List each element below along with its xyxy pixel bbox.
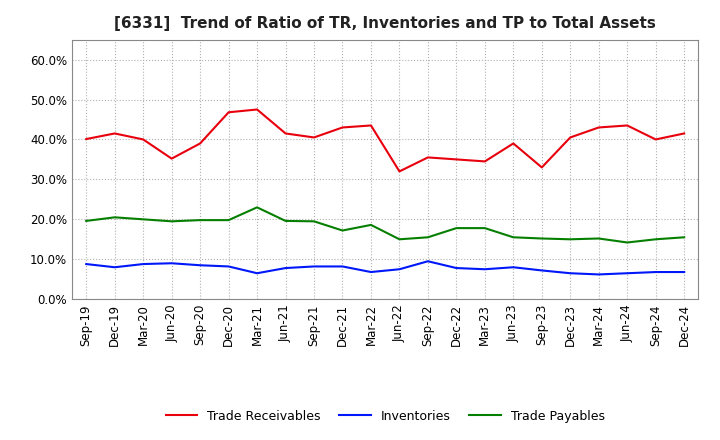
Inventories bbox=[595, 272, 603, 277]
Line: Trade Receivables: Trade Receivables bbox=[86, 110, 684, 172]
Inventories bbox=[366, 269, 375, 275]
Inventories bbox=[680, 269, 688, 275]
Trade Receivables bbox=[566, 135, 575, 140]
Inventories bbox=[566, 271, 575, 276]
Trade Payables bbox=[452, 225, 461, 231]
Inventories bbox=[196, 263, 204, 268]
Trade Receivables bbox=[338, 125, 347, 130]
Trade Receivables bbox=[366, 123, 375, 128]
Trade Receivables bbox=[395, 169, 404, 174]
Trade Receivables bbox=[282, 131, 290, 136]
Trade Receivables bbox=[82, 136, 91, 142]
Trade Receivables bbox=[595, 125, 603, 130]
Inventories bbox=[623, 271, 631, 276]
Trade Receivables bbox=[537, 165, 546, 170]
Trade Payables bbox=[196, 217, 204, 223]
Trade Payables bbox=[480, 225, 489, 231]
Inventories bbox=[652, 269, 660, 275]
Trade Payables bbox=[110, 215, 119, 220]
Inventories bbox=[537, 268, 546, 273]
Trade Receivables bbox=[509, 141, 518, 146]
Trade Payables bbox=[395, 237, 404, 242]
Line: Inventories: Inventories bbox=[86, 261, 684, 275]
Trade Receivables bbox=[480, 159, 489, 164]
Trade Payables bbox=[310, 219, 318, 224]
Trade Payables bbox=[366, 222, 375, 227]
Trade Payables bbox=[509, 235, 518, 240]
Trade Payables bbox=[167, 219, 176, 224]
Inventories bbox=[310, 264, 318, 269]
Inventories bbox=[423, 259, 432, 264]
Inventories bbox=[480, 267, 489, 272]
Trade Payables bbox=[282, 218, 290, 224]
Trade Payables bbox=[595, 236, 603, 241]
Trade Receivables bbox=[196, 141, 204, 146]
Inventories bbox=[452, 265, 461, 271]
Trade Payables bbox=[680, 235, 688, 240]
Inventories bbox=[282, 265, 290, 271]
Trade Payables bbox=[423, 235, 432, 240]
Trade Receivables bbox=[225, 110, 233, 115]
Trade Payables bbox=[338, 228, 347, 233]
Inventories bbox=[253, 271, 261, 276]
Inventories bbox=[338, 264, 347, 269]
Inventories bbox=[167, 260, 176, 266]
Legend: Trade Receivables, Inventories, Trade Payables: Trade Receivables, Inventories, Trade Pa… bbox=[161, 405, 610, 428]
Trade Receivables bbox=[652, 137, 660, 142]
Trade Receivables bbox=[680, 131, 688, 136]
Trade Payables bbox=[537, 236, 546, 241]
Trade Payables bbox=[623, 240, 631, 245]
Trade Payables bbox=[253, 205, 261, 210]
Inventories bbox=[509, 264, 518, 270]
Trade Receivables bbox=[253, 107, 261, 112]
Inventories bbox=[82, 261, 91, 267]
Trade Payables bbox=[225, 217, 233, 223]
Inventories bbox=[110, 264, 119, 270]
Trade Receivables bbox=[623, 123, 631, 128]
Inventories bbox=[225, 264, 233, 269]
Trade Payables bbox=[139, 216, 148, 222]
Inventories bbox=[395, 267, 404, 272]
Line: Trade Payables: Trade Payables bbox=[86, 207, 684, 242]
Trade Receivables bbox=[110, 131, 119, 136]
Inventories bbox=[139, 261, 148, 267]
Trade Receivables bbox=[423, 155, 432, 160]
Trade Receivables bbox=[167, 156, 176, 161]
Trade Payables bbox=[652, 237, 660, 242]
Trade Receivables bbox=[452, 157, 461, 162]
Trade Receivables bbox=[310, 135, 318, 140]
Trade Payables bbox=[566, 237, 575, 242]
Title: [6331]  Trend of Ratio of TR, Inventories and TP to Total Assets: [6331] Trend of Ratio of TR, Inventories… bbox=[114, 16, 656, 32]
Trade Payables bbox=[82, 218, 91, 224]
Trade Receivables bbox=[139, 137, 148, 142]
